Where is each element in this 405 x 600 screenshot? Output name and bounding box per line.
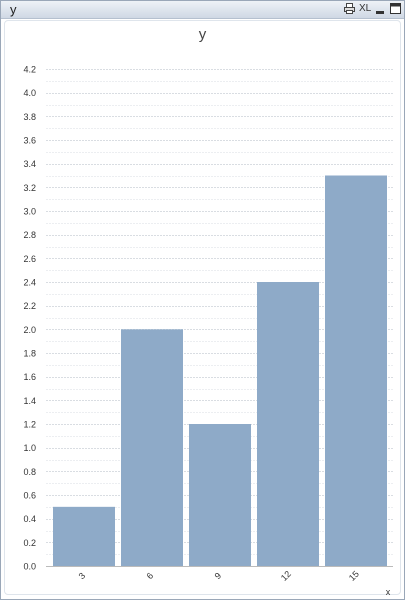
y-tick-label: 2.6 xyxy=(23,254,36,264)
x-tick-label: 3 xyxy=(77,571,88,582)
y-tick-label: 3.8 xyxy=(23,112,36,122)
x-tick-label: 12 xyxy=(279,569,293,583)
bar-6 xyxy=(121,329,183,566)
y-tick-label: 1.4 xyxy=(23,396,36,406)
bar-9 xyxy=(189,424,251,566)
bar-3 xyxy=(53,506,115,566)
y-tick-label: 1.8 xyxy=(23,349,36,359)
y-tick-label: 2.2 xyxy=(23,301,36,311)
y-tick-label: 1.2 xyxy=(23,420,36,430)
y-tick-label: 1.0 xyxy=(23,443,36,453)
x-axis-label: x xyxy=(386,587,391,597)
y-tick-label: 0.0 xyxy=(23,562,36,572)
y-tick-label: 3.0 xyxy=(23,207,36,217)
bar-12 xyxy=(257,282,319,566)
print-icon[interactable] xyxy=(344,3,355,15)
y-tick-label: 4.2 xyxy=(23,65,36,75)
y-tick-label: 2.0 xyxy=(23,325,36,335)
y-tick-label: 3.4 xyxy=(23,159,36,169)
x-tick-label: 9 xyxy=(213,571,224,582)
y-tick-label: 2.8 xyxy=(23,230,36,240)
y-tick-label: 0.2 xyxy=(23,538,36,548)
minimize-icon[interactable] xyxy=(375,3,385,15)
chart-title: y xyxy=(198,26,207,43)
y-tick-label: 0.8 xyxy=(23,467,36,477)
y-tick-label: 0.6 xyxy=(23,491,36,501)
export-xl-button[interactable]: XL xyxy=(359,3,372,14)
maximize-icon[interactable] xyxy=(390,3,401,15)
bar-15 xyxy=(325,175,387,566)
y-tick-label: 3.2 xyxy=(23,183,36,193)
y-tick-label: 0.4 xyxy=(23,514,36,524)
x-tick-label: 6 xyxy=(145,571,156,582)
y-tick-label: 2.4 xyxy=(23,278,36,288)
x-tick-label: 15 xyxy=(347,569,361,583)
chart-frame xyxy=(4,20,401,595)
window-title: y xyxy=(10,2,17,17)
title-bar: y XL xyxy=(1,1,404,19)
y-tick-label: 4.0 xyxy=(23,88,36,98)
y-tick-label: 1.6 xyxy=(23,372,36,382)
y-tick-label: 3.6 xyxy=(23,136,36,146)
